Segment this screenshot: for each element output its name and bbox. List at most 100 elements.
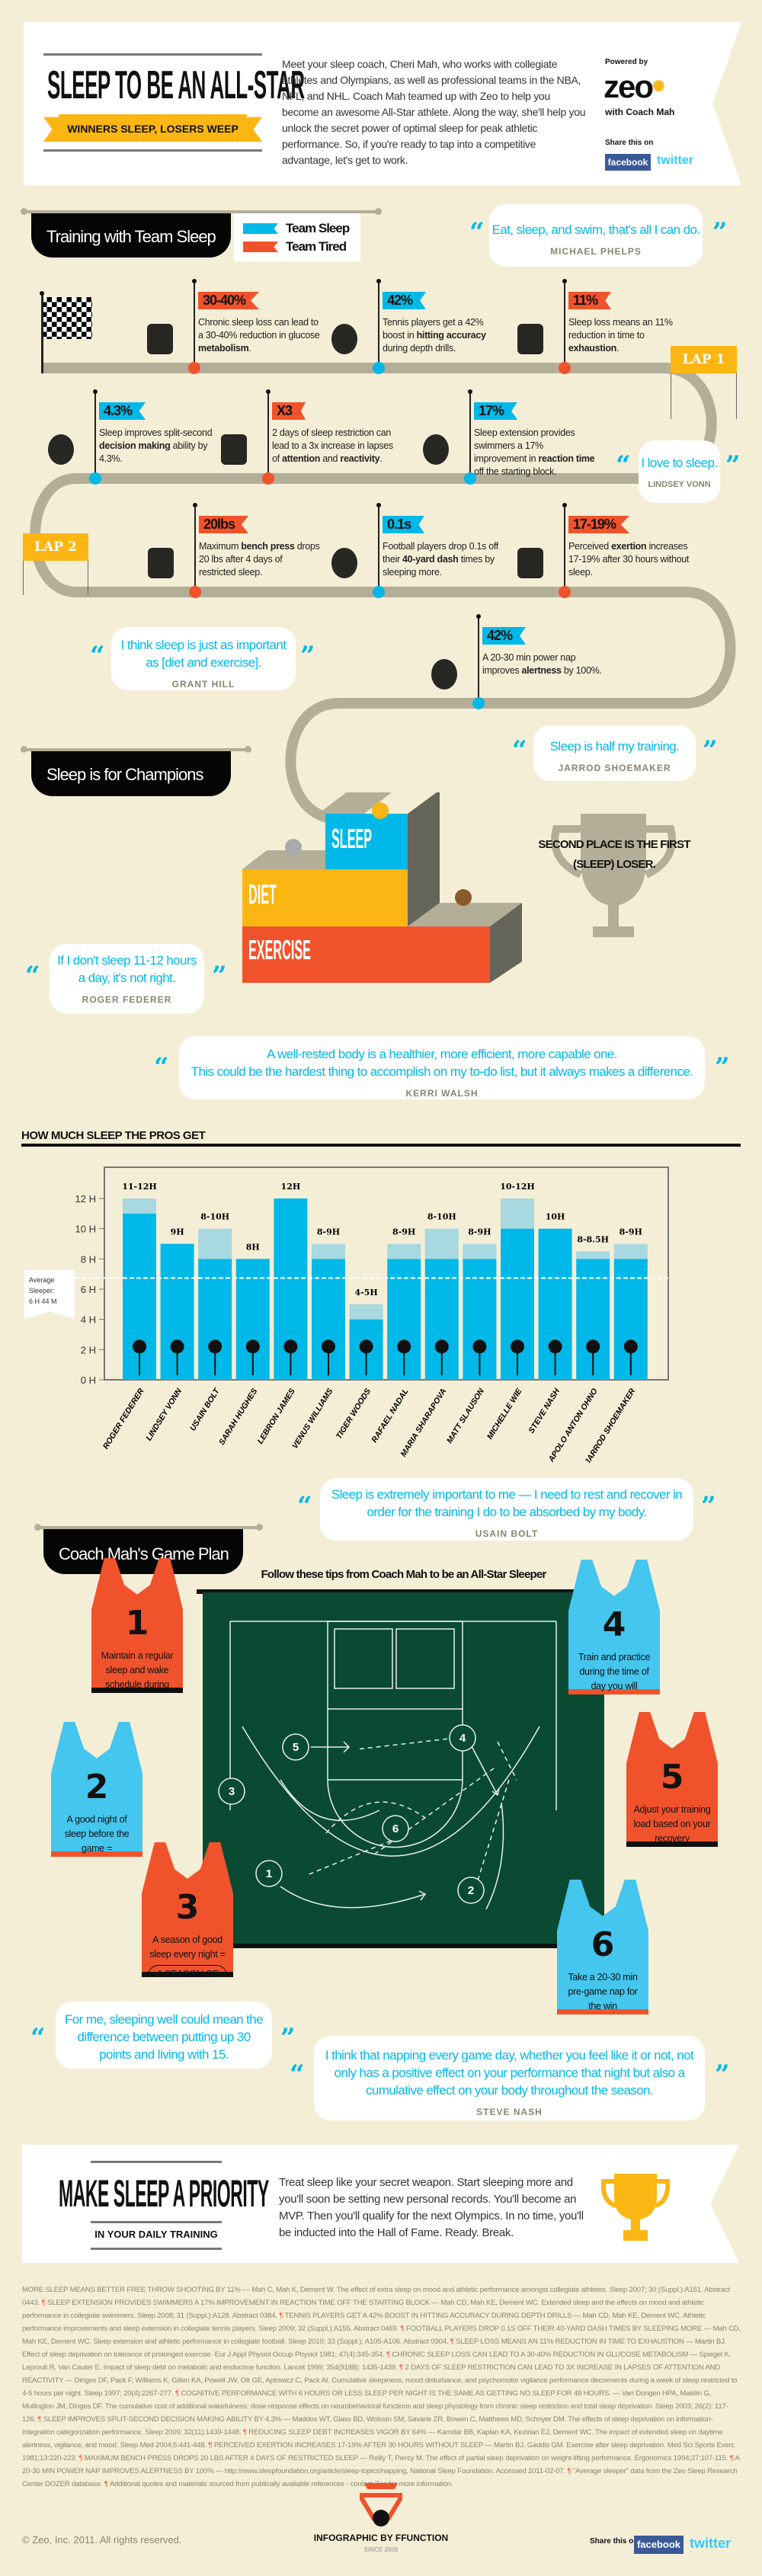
fact-text-part: Chronic sleep loss can lead to a 30-40% … bbox=[198, 317, 320, 341]
bar-value-label: 8-9H bbox=[468, 1227, 491, 1237]
open-quote-icon: “ bbox=[290, 2059, 305, 2090]
reference: SLEEP EXTENSION PROVIDES SWIMMERS A 17% … bbox=[22, 2299, 704, 2320]
trophy-icon bbox=[551, 814, 676, 937]
bar-name-label: USAIN BOLT bbox=[188, 1386, 223, 1432]
twitter-share-button[interactable]: twitter bbox=[690, 2536, 731, 2551]
flag-pole bbox=[40, 291, 44, 373]
triathlon-icon bbox=[623, 1339, 638, 1376]
fact-value: 4.3% bbox=[99, 402, 146, 420]
fact-text: A 20-30 min power nap improves alertness… bbox=[482, 651, 604, 677]
fact-emphasis: alertness bbox=[521, 665, 562, 676]
play-marker-2 bbox=[457, 1877, 485, 1904]
fact-value: 17% bbox=[474, 402, 518, 420]
open-quote-icon: “ bbox=[90, 641, 105, 671]
podium-third-label: EXERCISE bbox=[248, 934, 311, 965]
pilcrow-icon: ¶ bbox=[728, 2454, 735, 2462]
bar-value-label: 4-5H bbox=[354, 1288, 377, 1298]
page-title: SLEEP TO BE AN ALL-STAR bbox=[47, 63, 305, 107]
bar-range bbox=[198, 1228, 232, 1259]
average-sleeper-flag: Average Sleeper: 6 H 44 M bbox=[24, 1270, 75, 1319]
tip-jersey-3: 3 A season of good sleep every night = A S… bbox=[142, 1842, 233, 1977]
fact-text: Sleep improves split-second decision mak… bbox=[99, 427, 221, 466]
fact-emphasis: exhaustion bbox=[568, 343, 616, 354]
tip-number: 1 bbox=[125, 1604, 149, 1643]
reference: REDUCING SLEEP DEBT INCREASES VIGOR BY 6… bbox=[22, 2428, 723, 2450]
fact-text-part: drops 20 lbs after 4 days of restricted … bbox=[199, 541, 320, 578]
tip-number: 6 bbox=[591, 1925, 615, 1964]
fact-text-part: Football players drop 0.1s off their bbox=[383, 541, 498, 565]
fact-marker-tired bbox=[189, 586, 201, 598]
fact-text: Chronic sleep loss can lead to a 30-40% … bbox=[198, 316, 320, 355]
since: SINCE 2008 bbox=[363, 2546, 399, 2553]
bar-name-label: MICHELLE WIE bbox=[485, 1386, 524, 1441]
credit[interactable]: INFOGRAPHIC BY FFUNCTION bbox=[313, 2533, 449, 2543]
trophy-icon bbox=[600, 2174, 671, 2241]
share-label: Share this on bbox=[590, 2537, 639, 2546]
quote-hill: I think sleep is just as important as [d… bbox=[111, 627, 296, 690]
priority-text: Treat sleep like your secret weapon. Sta… bbox=[279, 2176, 584, 2239]
fact-marker-tired bbox=[188, 362, 200, 374]
svg-text:4: 4 bbox=[459, 1732, 466, 1745]
fact-value: 42% bbox=[482, 627, 527, 645]
divider bbox=[91, 2161, 222, 2163]
fact-text-part: by 100%. bbox=[561, 665, 602, 676]
quote-federer: If I don't sleep 11-12 hours a day, it's… bbox=[50, 944, 204, 1013]
tennis-racket-icon bbox=[434, 1339, 449, 1376]
trophy-text: SECOND PLACE IS THE FIRST (SLEEP) LOSER. bbox=[538, 838, 690, 871]
quote-nash-2: I think that napping every game day, whe… bbox=[314, 2036, 705, 2120]
close-quote-icon: ” bbox=[725, 450, 741, 481]
play-marker-6 bbox=[382, 1815, 409, 1842]
line-chart-icon bbox=[517, 548, 543, 578]
lap-2-flag: LAP 2 bbox=[23, 533, 88, 561]
tip-jersey-1: 1 Maintain a regular sleep and wake sched… bbox=[91, 1558, 183, 1693]
fact-pole bbox=[266, 389, 271, 478]
legend-item-team-tired: Team Tired bbox=[243, 239, 360, 254]
fact-text-part: Maximum bbox=[199, 541, 242, 552]
bar-range bbox=[312, 1243, 345, 1259]
bar-name-label: SARAH HUGHES bbox=[217, 1387, 259, 1447]
reference: 2 DAYS OF SLEEP RESTRICTION CAN LEAD TO … bbox=[22, 2363, 738, 2398]
pilcrow-icon: ¶ bbox=[399, 2325, 406, 2333]
reference: FOOTBALL PLAYERS DROP 0.1S OFF THEIR 40-… bbox=[22, 2325, 741, 2346]
gold-ribbon-icon bbox=[372, 802, 389, 819]
tennis-racket-icon bbox=[331, 324, 357, 354]
fact-emphasis: reaction time bbox=[538, 453, 595, 464]
pilcrow-icon: ¶ bbox=[77, 2454, 85, 2462]
divider bbox=[43, 53, 262, 56]
bar-range bbox=[501, 1198, 534, 1229]
divider bbox=[21, 1144, 741, 1147]
fact-pole bbox=[193, 503, 197, 592]
facebook-share-button[interactable]: facebook bbox=[634, 2536, 684, 2554]
pilcrow-icon: ¶ bbox=[173, 2389, 181, 2398]
fact-pole bbox=[562, 279, 567, 368]
bar-range bbox=[576, 1251, 610, 1259]
bar-value-label: 8-10H bbox=[427, 1212, 456, 1222]
facebook-share-button[interactable]: facebook bbox=[605, 154, 651, 171]
zeo-logo: zeo✺ bbox=[604, 69, 665, 104]
fact-text-part: increases 17-19% after 30 hours without … bbox=[568, 541, 690, 578]
fact-text-part: 2 days of sleep restriction can lead to … bbox=[272, 427, 393, 464]
svg-text:5: 5 bbox=[293, 1741, 299, 1754]
bar-value-label: 12H bbox=[281, 1182, 301, 1192]
bar-name-label: RAFAEL NADAL bbox=[370, 1387, 410, 1444]
fact-text-part: Perceived bbox=[568, 541, 612, 552]
pilcrow-icon: ¶ bbox=[241, 2428, 249, 2437]
play-marker-1 bbox=[255, 1860, 283, 1887]
tip-jersey-6: 6 Take a 20-30 min pre-game nap for the w… bbox=[557, 1880, 648, 2014]
with-coach-label: with Coach Mah bbox=[605, 107, 675, 117]
twitter-share-button[interactable]: twitter bbox=[657, 154, 693, 167]
section-rod bbox=[34, 1524, 263, 1531]
reference: PERCEIVED EXERTION INCREASES 17-19% AFTE… bbox=[22, 2441, 735, 2462]
y-tick-label: 8 H bbox=[81, 1253, 96, 1265]
bar-name-label: MATT SLAUSON bbox=[445, 1387, 486, 1445]
bar-range bbox=[349, 1304, 383, 1320]
tip-text: A good night of sleep before the game = bbox=[64, 1814, 130, 1854]
tennis-racket-icon bbox=[133, 1339, 146, 1376]
tip-number: 2 bbox=[85, 1768, 109, 1806]
play-marker-5 bbox=[282, 1733, 309, 1761]
y-tick-label: 2 H bbox=[81, 1344, 96, 1355]
checkered-flag-icon bbox=[42, 297, 92, 339]
bar-name-label: TIGER WOODS bbox=[335, 1387, 373, 1441]
plot-frame bbox=[104, 1166, 669, 1381]
section-title-game-plan: Coach Mah's Game Plan bbox=[43, 1529, 243, 1574]
